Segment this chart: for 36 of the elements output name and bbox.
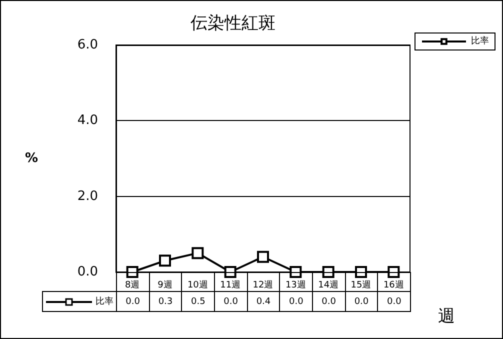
data-label: 0.0 [279, 291, 313, 312]
data-label: 0.5 [181, 291, 215, 312]
y-tick-label: 4.0 [77, 113, 98, 128]
legend-label: 比率 [471, 36, 489, 46]
point [290, 266, 302, 278]
text: 比率 [96, 297, 114, 307]
point [257, 250, 269, 263]
x-tick-label: 8週 [124, 280, 140, 290]
x-tick-label: 11週 [220, 280, 241, 290]
chart-title: 伝染性紅斑 [190, 14, 276, 34]
point [159, 254, 171, 267]
y-tick-label: 0.0 [77, 264, 98, 280]
x-tick-label: 16週 [383, 280, 404, 290]
x-axis-title: 週 [438, 306, 455, 326]
data-label: 0.0 [312, 291, 346, 312]
data-label: 0.0 [344, 291, 378, 312]
data-label: 0.0 [214, 291, 248, 312]
data-label: 0.0 [116, 291, 150, 312]
point [355, 266, 367, 278]
x-tick-label: 15週 [350, 280, 372, 290]
point [126, 266, 138, 278]
point [388, 266, 400, 278]
data-label: 0.4 [246, 291, 280, 312]
point [322, 266, 334, 278]
data-label: 0.3 [148, 291, 182, 312]
y-tick-label: 6.0 [77, 38, 98, 52]
x-tick-label: 14週 [318, 280, 339, 290]
x-tick-label: 12週 [252, 280, 274, 290]
point [224, 266, 236, 278]
x-tick-label: 9週 [158, 280, 172, 290]
x-tick-label: 10週 [187, 280, 208, 290]
x-tick-label: 13週 [285, 280, 306, 290]
y-axis-title: % [24, 151, 38, 166]
point [192, 247, 204, 260]
data-label: 0.0 [377, 291, 411, 312]
y-tick-label: 2.0 [77, 188, 98, 204]
